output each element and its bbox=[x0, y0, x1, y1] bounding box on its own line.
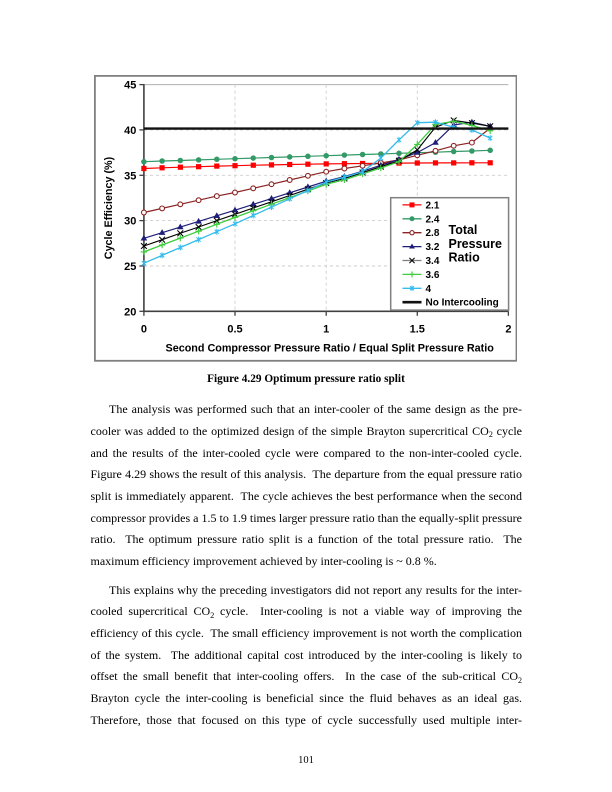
svg-text:2.1: 2.1 bbox=[425, 200, 439, 211]
svg-text:2.4: 2.4 bbox=[425, 214, 439, 225]
svg-text:0.5: 0.5 bbox=[227, 323, 242, 335]
svg-text:Total: Total bbox=[448, 223, 477, 237]
svg-text:1.5: 1.5 bbox=[409, 323, 424, 335]
svg-text:25: 25 bbox=[124, 261, 136, 273]
svg-text:No Intercooling: No Intercooling bbox=[425, 298, 498, 309]
svg-text:45: 45 bbox=[124, 79, 136, 91]
svg-text:1: 1 bbox=[323, 323, 329, 335]
svg-text:40: 40 bbox=[124, 125, 136, 137]
svg-text:35: 35 bbox=[124, 170, 136, 182]
svg-text:20: 20 bbox=[124, 306, 136, 318]
svg-text:Pressure: Pressure bbox=[448, 237, 501, 251]
svg-text:Second Compressor Pressure Rat: Second Compressor Pressure Ratio / Equal… bbox=[165, 342, 494, 354]
svg-text:0: 0 bbox=[140, 323, 146, 335]
svg-text:30: 30 bbox=[124, 215, 136, 227]
svg-text:4: 4 bbox=[425, 284, 431, 295]
svg-text:Ratio: Ratio bbox=[448, 251, 480, 265]
svg-text:3.2: 3.2 bbox=[425, 242, 439, 253]
svg-text:2: 2 bbox=[505, 323, 511, 335]
svg-text:2.8: 2.8 bbox=[425, 228, 439, 239]
svg-text:3.6: 3.6 bbox=[425, 270, 439, 281]
svg-text:3.4: 3.4 bbox=[425, 256, 439, 267]
svg-text:Cycle Efficiency (%): Cycle Efficiency (%) bbox=[102, 156, 114, 259]
